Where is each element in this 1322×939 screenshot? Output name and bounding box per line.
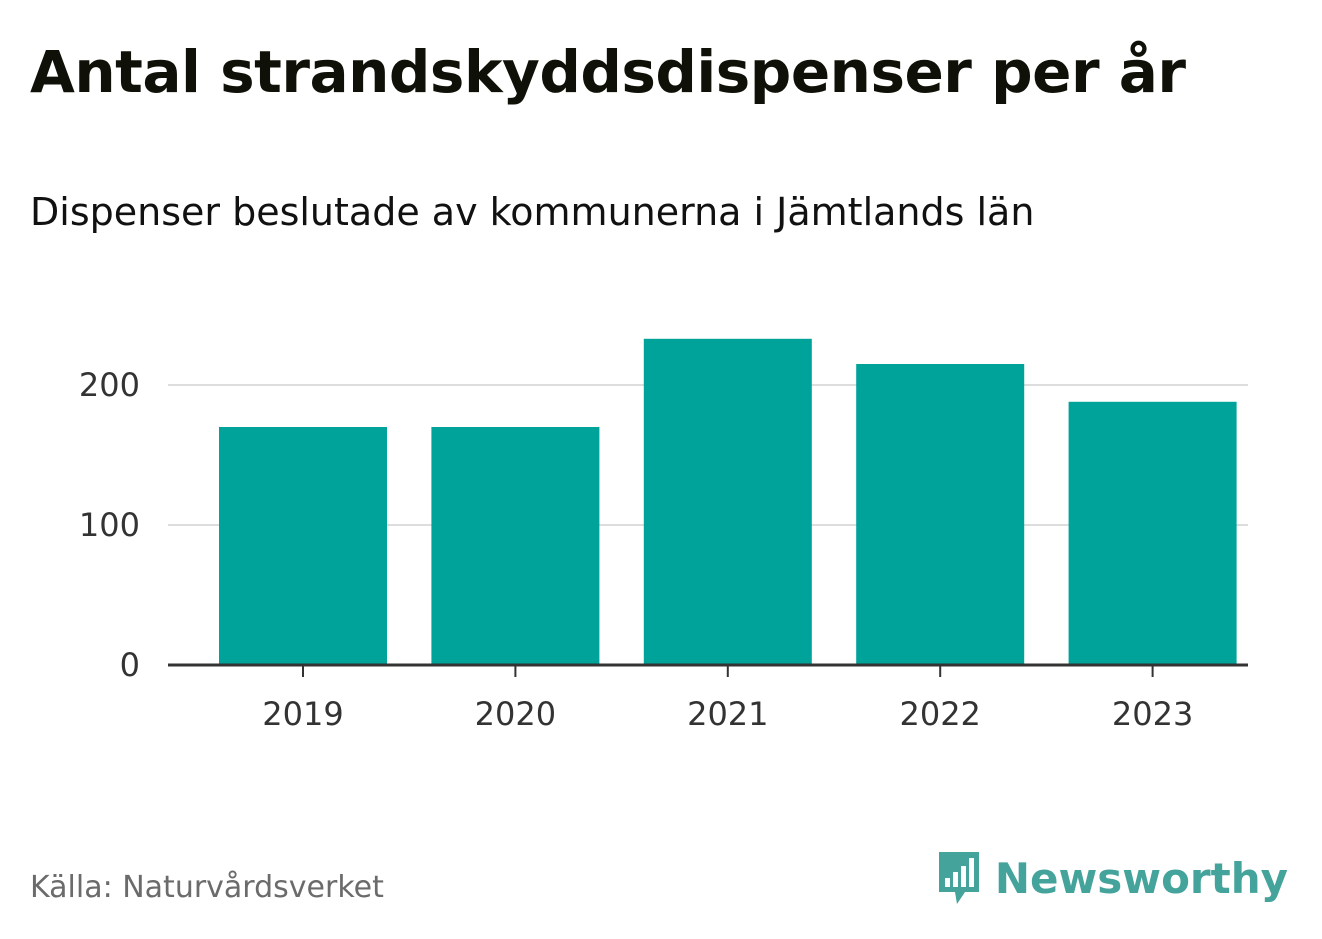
x-tick-label: 2019 (262, 695, 343, 733)
newsworthy-logo-icon (938, 852, 979, 904)
bar (856, 364, 1025, 665)
bar (1068, 401, 1237, 665)
brand-logo: Newsworthy (935, 848, 1288, 908)
y-tick-label: 100 (79, 506, 140, 544)
bar (643, 338, 812, 665)
source-note: Källa: Naturvårdsverket (30, 870, 384, 905)
x-tick-label: 2022 (899, 695, 980, 733)
chart-subtitle: Dispenser beslutade av kommunerna i Jämt… (30, 190, 1035, 234)
y-tick-label: 200 (79, 366, 140, 404)
x-tick-label: 2020 (475, 695, 556, 733)
bar (219, 427, 387, 665)
x-tick-label: 2021 (687, 695, 768, 733)
brand-name: Newsworthy (994, 853, 1288, 903)
y-tick-label: 0 (120, 646, 140, 684)
chart-title: Antal strandskyddsdispenser per år (30, 38, 1186, 106)
bar (431, 427, 600, 665)
x-tick-label: 2023 (1112, 695, 1193, 733)
